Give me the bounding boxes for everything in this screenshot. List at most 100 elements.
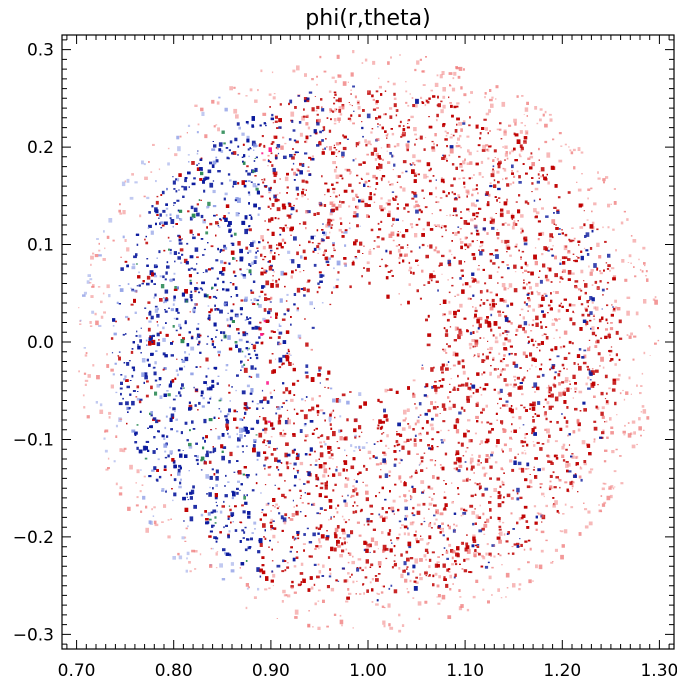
field-point	[284, 142, 287, 145]
field-point	[278, 473, 283, 477]
field-point	[524, 130, 529, 135]
field-point	[264, 467, 266, 470]
field-point	[327, 218, 331, 223]
field-point	[388, 210, 391, 213]
field-point	[423, 517, 425, 520]
field-point	[308, 610, 310, 612]
field-point	[511, 225, 515, 230]
field-point	[219, 397, 223, 401]
field-point	[364, 576, 368, 579]
field-point	[465, 542, 469, 546]
field-point	[609, 494, 613, 499]
field-point	[278, 331, 283, 335]
field-point	[503, 299, 507, 303]
field-point	[459, 164, 463, 168]
field-point	[220, 149, 224, 153]
field-point	[351, 560, 355, 565]
field-point	[646, 278, 649, 282]
field-point	[605, 420, 608, 423]
field-point	[521, 445, 525, 447]
field-point	[515, 223, 518, 226]
field-point	[264, 537, 267, 540]
field-point	[119, 486, 123, 490]
field-point	[181, 238, 183, 240]
field-point	[290, 275, 293, 279]
field-point	[337, 152, 339, 154]
field-point	[583, 460, 587, 464]
field-point	[610, 203, 612, 205]
field-point	[447, 524, 449, 527]
field-point	[97, 286, 101, 288]
field-point	[112, 325, 115, 327]
field-point	[160, 284, 165, 289]
field-point	[333, 249, 336, 252]
field-point	[279, 432, 282, 435]
field-point	[153, 366, 156, 369]
field-point	[219, 563, 223, 568]
field-point	[322, 564, 325, 568]
field-point	[505, 403, 509, 407]
field-point	[641, 405, 645, 408]
field-point	[326, 146, 328, 148]
field-point	[604, 240, 607, 243]
field-point	[88, 282, 92, 284]
field-point	[433, 514, 436, 517]
field-point	[379, 169, 381, 171]
field-point	[345, 548, 348, 551]
field-point	[496, 477, 501, 481]
field-point	[393, 163, 396, 167]
field-point	[254, 142, 256, 144]
field-point	[164, 450, 167, 453]
field-point	[358, 425, 362, 430]
field-point	[235, 344, 238, 348]
field-point	[317, 414, 319, 416]
field-point	[335, 108, 338, 110]
field-point	[496, 128, 500, 131]
field-point	[124, 375, 127, 378]
field-point	[381, 507, 384, 510]
field-point	[497, 588, 500, 592]
field-point	[226, 318, 229, 322]
field-point	[532, 416, 535, 418]
field-point	[587, 197, 589, 200]
field-point	[488, 109, 491, 113]
field-point	[313, 583, 316, 586]
field-point	[141, 282, 144, 285]
field-point	[445, 194, 448, 198]
field-point	[533, 466, 535, 468]
field-point	[271, 141, 275, 144]
field-point	[387, 271, 391, 273]
field-point	[134, 431, 138, 435]
field-point	[167, 162, 170, 166]
field-point	[333, 122, 337, 125]
field-point	[273, 270, 275, 273]
field-point	[459, 238, 462, 241]
field-point	[313, 235, 316, 237]
field-point	[189, 516, 194, 522]
field-point	[596, 339, 600, 344]
field-point	[226, 429, 228, 431]
field-point	[272, 275, 274, 277]
field-point	[270, 330, 274, 333]
field-point	[472, 534, 476, 537]
field-point	[357, 249, 361, 253]
field-point	[315, 476, 319, 481]
field-point	[488, 274, 493, 279]
field-point	[388, 507, 391, 510]
field-point	[511, 423, 513, 426]
field-point	[415, 259, 418, 262]
field-point	[430, 89, 433, 92]
field-point	[284, 224, 287, 227]
field-point	[178, 242, 183, 245]
field-point	[328, 90, 332, 93]
field-point	[248, 194, 251, 196]
field-point	[190, 346, 195, 351]
field-point	[406, 500, 409, 502]
field-point	[550, 462, 554, 465]
field-point	[162, 209, 166, 213]
field-point	[277, 541, 279, 543]
field-point	[533, 426, 537, 429]
field-point	[318, 570, 322, 574]
field-point	[466, 608, 470, 612]
field-point	[178, 235, 181, 239]
